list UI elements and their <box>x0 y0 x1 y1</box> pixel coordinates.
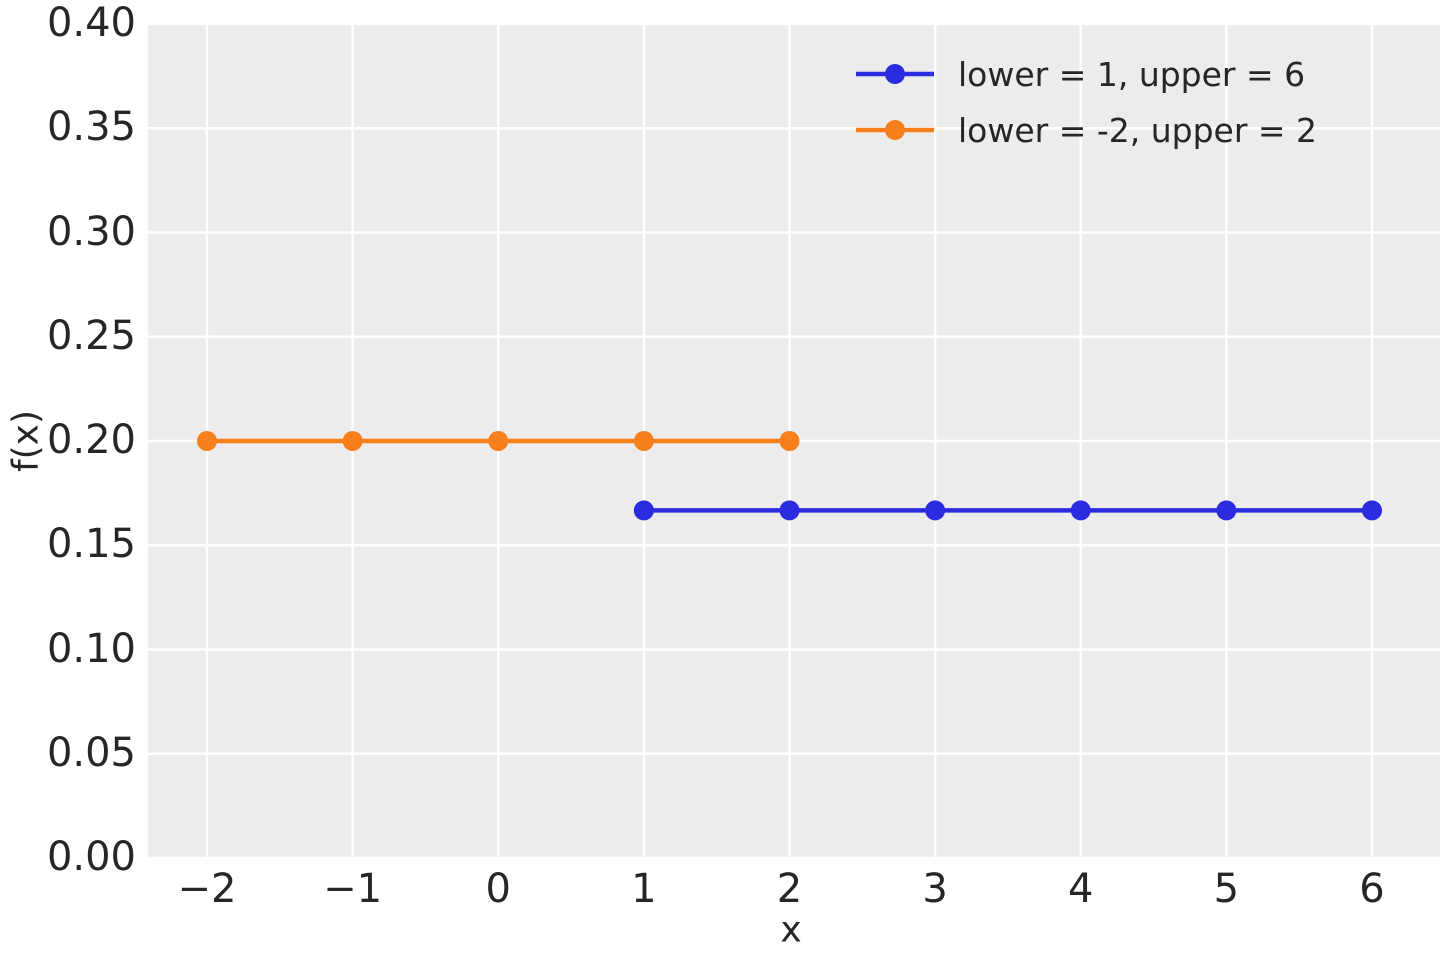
y-tick-label: 0.10 <box>46 625 136 672</box>
legend-line-marker-icon <box>856 120 934 140</box>
x-tick-label: 1 <box>631 866 657 912</box>
y-tick-label: 0.25 <box>46 312 136 359</box>
data-point-marker <box>1070 500 1091 521</box>
x-tick-label: 5 <box>1213 866 1240 912</box>
data-point-marker <box>779 500 800 521</box>
data-point-marker <box>196 431 217 451</box>
data-point-marker <box>779 431 800 451</box>
legend-item: lower = -2, upper = 2 <box>856 102 1317 158</box>
x-tick-label: 4 <box>1068 866 1094 912</box>
data-point-marker <box>633 500 654 521</box>
legend-line-marker-icon <box>856 64 934 84</box>
data-point-marker <box>488 431 509 451</box>
x-tick-label: 3 <box>922 866 948 912</box>
data-point-marker <box>633 431 654 451</box>
plot-area: lower = 1, upper = 6 lower = -2, upper = … <box>148 24 1440 858</box>
y-tick-label: 0.35 <box>46 104 136 151</box>
data-point-marker <box>925 500 946 521</box>
y-tick-label: 0.05 <box>46 729 136 776</box>
y-tick-label: 0.20 <box>46 417 136 464</box>
data-point-marker <box>1216 500 1237 521</box>
y-tick-label: 0.15 <box>46 521 136 568</box>
x-tick-label: −2 <box>177 866 237 912</box>
x-axis-label: x <box>780 909 802 951</box>
chart-canvas <box>148 24 1440 858</box>
legend-item: lower = 1, upper = 6 <box>856 46 1317 102</box>
y-axis-label: f(x) <box>5 409 47 473</box>
x-tick-label: 6 <box>1359 866 1385 912</box>
x-tick-label: 2 <box>776 866 803 912</box>
y-tick-label: 0.40 <box>46 0 136 47</box>
legend-label: lower = -2, upper = 2 <box>958 110 1318 150</box>
x-tick-label: −1 <box>323 866 383 912</box>
legend: lower = 1, upper = 6 lower = -2, upper = … <box>856 46 1317 158</box>
legend-label: lower = 1, upper = 6 <box>958 54 1306 94</box>
data-point-marker <box>1361 500 1382 521</box>
y-tick-label: 0.00 <box>46 834 136 881</box>
y-tick-label: 0.30 <box>46 208 136 255</box>
data-point-marker <box>342 431 363 451</box>
x-tick-label: 0 <box>485 866 511 912</box>
